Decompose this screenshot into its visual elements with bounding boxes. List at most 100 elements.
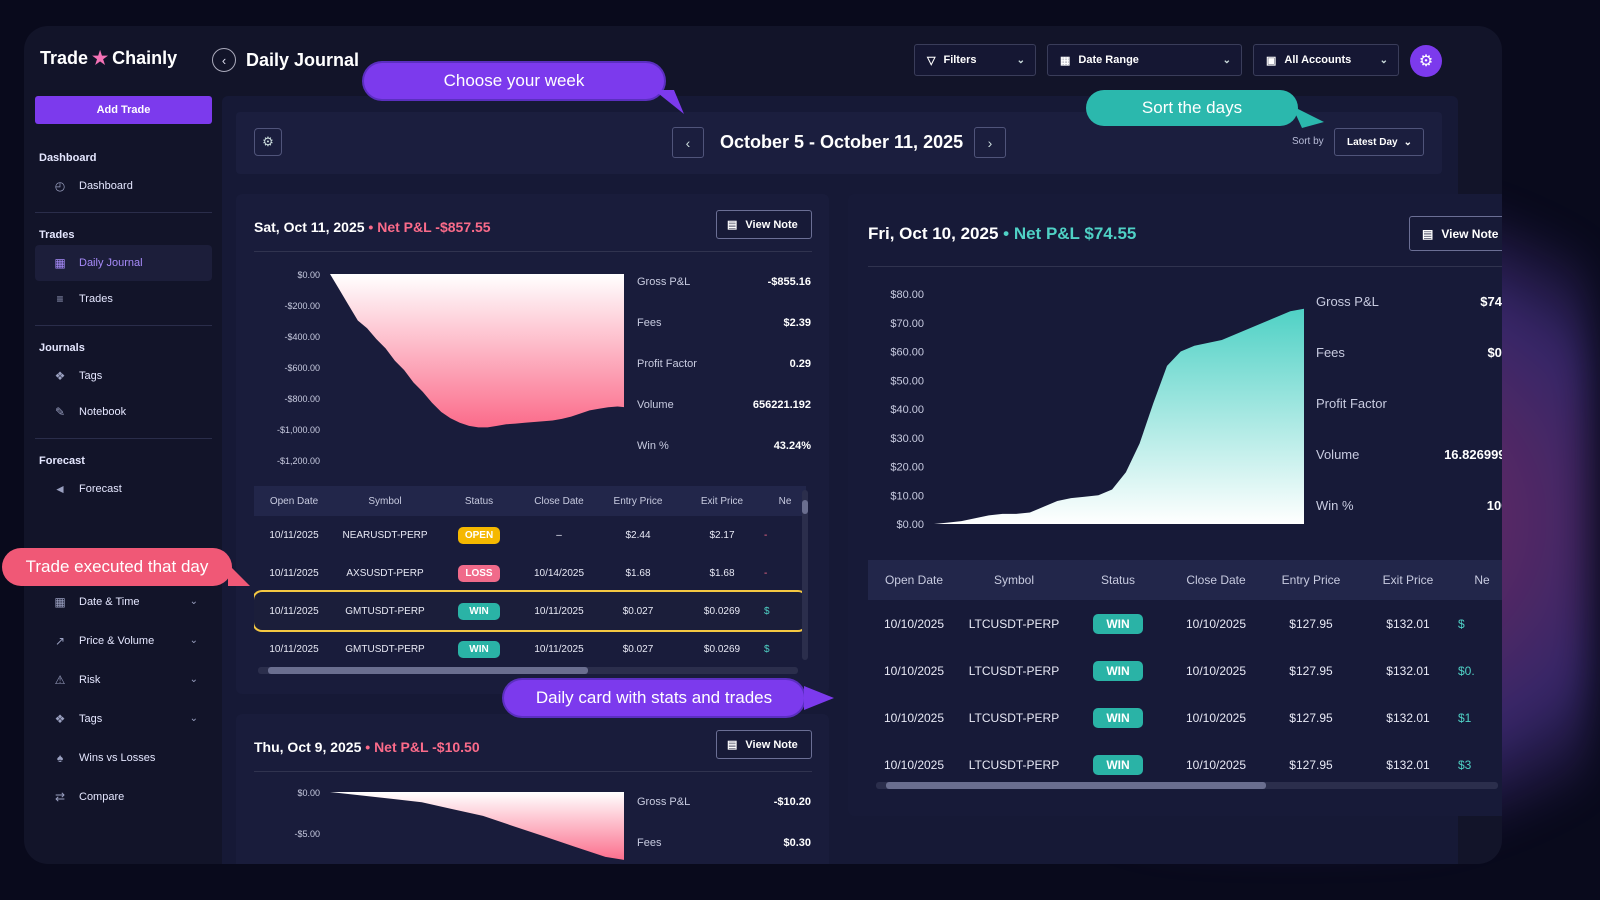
y-tick-label: $60.00 (890, 347, 924, 359)
tag-icon: ❖ (54, 711, 66, 726)
table-row[interactable]: 10/10/2025 LTCUSDT-PERP WIN 10/10/2025 $127.… (868, 647, 1502, 694)
next-week-button[interactable]: › (974, 127, 1006, 158)
table-row[interactable]: 10/11/2025 GMTUSDT-PERP WIN 10/11/2025 $0.02… (254, 630, 806, 666)
callout-choose-week: Choose your week (364, 63, 664, 99)
sidebar-section-title: Dashboard (39, 152, 97, 164)
sidebar-item-price-volume[interactable]: ↗ Price & Volume ⌄ (35, 621, 212, 660)
column-header[interactable]: Ne (778, 495, 792, 507)
sidebar-item-forecast[interactable]: ◄ Forecast (35, 471, 212, 507)
table-row[interactable]: 10/11/2025 GMTUSDT-PERP WIN 10/11/2025 $0.02… (254, 592, 806, 630)
cell-net: $ (764, 643, 770, 655)
column-header[interactable]: Exit Price (700, 495, 744, 507)
day-card-fri: Fri, Oct 10, 2025 • Net P&L $74.55 ▤ View… (848, 194, 1502, 816)
status-badge: WIN (1092, 707, 1144, 728)
sidebar-item-notebook[interactable]: ✎ Notebook (35, 394, 212, 430)
filters-dropdown[interactable]: ▽ Filters ⌄ (914, 44, 1036, 76)
calendar-icon: ▦ (1060, 54, 1071, 67)
stat-gross: Gross P&L$74.85 (1316, 294, 1502, 309)
sidebar-item-label: Forecast (79, 483, 122, 495)
accounts-dropdown[interactable]: ▣ All Accounts ⌄ (1253, 44, 1399, 76)
y-tick-label: $0.00 (297, 788, 320, 798)
logo[interactable]: Trade ★ Chainly (40, 48, 177, 69)
column-header[interactable]: Open Date (884, 573, 944, 587)
sort-select[interactable]: Latest Day ⌄ (1334, 128, 1424, 156)
app-window: Trade ★ Chainly ‹ Daily Journal Add Trad… (24, 26, 1502, 864)
sidebar-item-trades[interactable]: ≡ Trades (35, 281, 212, 317)
column-header[interactable]: Status (464, 495, 494, 507)
sidebar-item-tags[interactable]: ❖ Tags ⌄ (35, 699, 212, 738)
chevron-down-icon[interactable]: ⌄ (189, 635, 198, 646)
y-tick-label: -$400.00 (284, 332, 320, 342)
sidebar-item-date-time[interactable]: ▦ Date & Time ⌄ (35, 582, 212, 621)
cell-close: 10/10/2025 (1185, 710, 1247, 725)
stat-win: Win %100% (1316, 498, 1502, 513)
column-header[interactable]: Close Date (534, 495, 584, 507)
chevron-down-icon[interactable]: ⌄ (189, 674, 198, 685)
stat-gross: Gross P&L -$10.20 (637, 796, 811, 808)
cell-symbol: LTCUSDT-PERP (968, 616, 1060, 631)
table-scrollbar[interactable] (802, 490, 808, 660)
column-header[interactable]: Entry Price (1281, 573, 1341, 587)
view-settings-button[interactable]: ⚙ (254, 128, 282, 156)
sidebar-item-risk[interactable]: ⚠ Risk ⌄ (35, 660, 212, 699)
y-tick-label: $70.00 (890, 318, 924, 330)
view-note-button[interactable]: ▤ View Note (716, 210, 812, 239)
table-hscrollbar[interactable] (876, 782, 1498, 789)
collapse-sidebar-button[interactable]: ‹ (212, 48, 236, 72)
sidebar-item-wins-vs-losses[interactable]: ♠ Wins vs Losses (35, 738, 212, 777)
card-header: Sat, Oct 11, 2025 • Net P&L -$857.55 (254, 219, 491, 235)
column-header[interactable]: Symbol (368, 495, 402, 507)
view-note-button[interactable]: ▤ View Note (1409, 216, 1502, 251)
y-tick-label: $50.00 (890, 375, 924, 387)
cell-exit: $1.68 (709, 567, 735, 579)
add-trade-button[interactable]: Add Trade (35, 96, 212, 124)
cell-entry: $0.027 (622, 643, 654, 655)
cell-symbol: LTCUSDT-PERP (968, 710, 1060, 725)
date-range-dropdown[interactable]: ▦ Date Range ⌄ (1047, 44, 1242, 76)
y-tick-label: $20.00 (890, 462, 924, 474)
note-icon: ▤ (727, 739, 738, 751)
trades-table: Open Date Symbol Status Close Date Entry Pri… (254, 486, 806, 666)
table-row[interactable]: 10/11/2025 AXSUSDT-PERP LOSS 10/14/2025 $1.6… (254, 554, 806, 592)
view-note-button[interactable]: ▤ View Note (716, 730, 812, 759)
day-card-sat: Sat, Oct 11, 2025 • Net P&L -$857.55 ▤ Vi… (236, 194, 829, 694)
callout-pointer (228, 564, 250, 586)
sort-label: Sort by (1292, 136, 1324, 147)
table-hscrollbar[interactable] (258, 667, 798, 674)
column-header[interactable]: Status (1100, 573, 1136, 587)
y-tick-label: $10.00 (890, 490, 924, 502)
settings-button[interactable]: ⚙ (1410, 45, 1442, 77)
stat-gross: Gross P&L -$855.16 (637, 276, 811, 288)
sidebar-item-daily-journal[interactable]: ▦ Daily Journal (35, 245, 212, 281)
sidebar-item-compare[interactable]: ⇄ Compare (35, 777, 212, 816)
chevron-down-icon[interactable]: ⌄ (189, 713, 198, 724)
briefcase-icon: ▣ (1266, 54, 1277, 67)
column-header[interactable]: Exit Price (1382, 573, 1434, 587)
prev-week-button[interactable]: ‹ (672, 127, 704, 158)
column-header[interactable]: Entry Price (613, 495, 663, 507)
table-row[interactable]: 10/10/2025 LTCUSDT-PERP WIN 10/10/2025 $127.… (868, 600, 1502, 647)
tag-icon: ❖ (54, 369, 66, 383)
sidebar-item-tags[interactable]: ❖ Tags (35, 358, 212, 394)
cell-close: 10/10/2025 (1185, 757, 1247, 772)
card-header: Fri, Oct 10, 2025 • Net P&L $74.55 (868, 224, 1137, 243)
chevron-down-icon[interactable]: ⌄ (189, 596, 198, 607)
stat-fees: Fees $2.39 (637, 317, 811, 329)
sidebar-section-title: Journals (39, 342, 85, 354)
table-row[interactable]: 10/10/2025 LTCUSDT-PERP WIN 10/10/2025 $127.… (868, 694, 1502, 741)
cell-open: 10/10/2025 (883, 616, 945, 631)
column-header[interactable]: Open Date (269, 495, 319, 507)
table-row[interactable]: 10/10/2025 LTCUSDT-PERP WIN 10/10/2025 $127.… (868, 741, 1502, 778)
cell-symbol: LTCUSDT-PERP (968, 663, 1060, 678)
stat-win: Win % 43.24% (637, 440, 811, 452)
stat-volume: Volume 656221.192 (637, 399, 811, 411)
column-header[interactable]: Ne (1474, 573, 1490, 587)
sidebar-item-dashboard[interactable]: ◴ Dashboard (35, 168, 212, 204)
column-header[interactable]: Close Date (1186, 573, 1246, 587)
flame-icon: ★ (92, 48, 109, 68)
cell-open: 10/11/2025 (269, 643, 319, 655)
column-header[interactable]: Symbol (993, 573, 1034, 587)
status-badge: WIN (1092, 660, 1144, 681)
table-row[interactable]: 10/11/2025 NEARUSDT-PERP OPEN – $2.44 $2.17 - (254, 516, 806, 554)
week-label: October 5 - October 11, 2025 (720, 132, 964, 152)
